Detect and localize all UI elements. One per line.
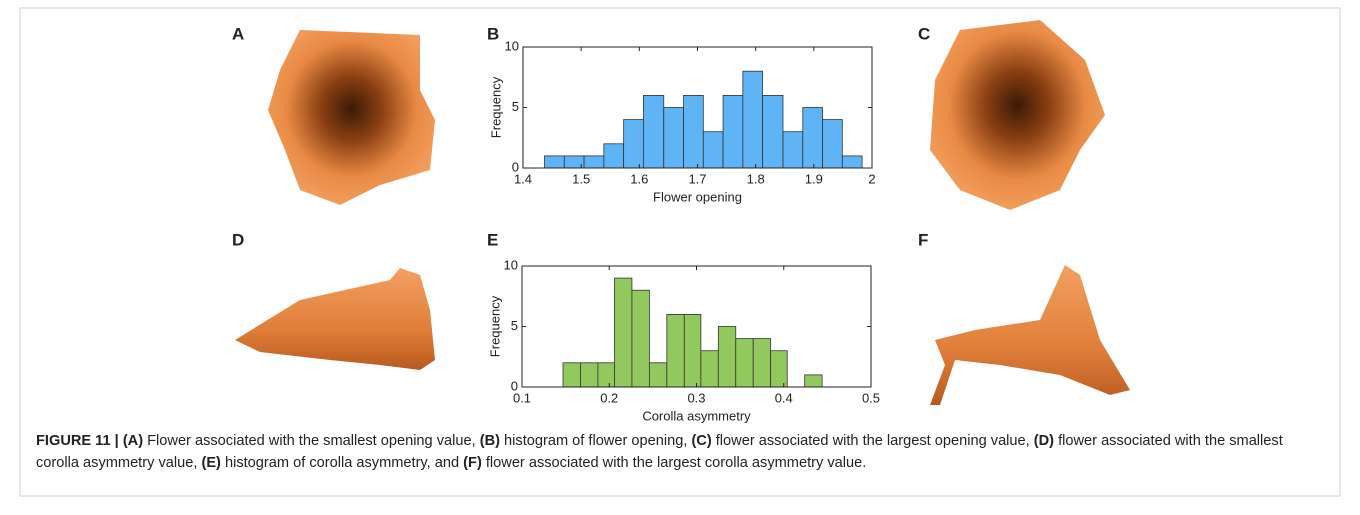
bar: [683, 313, 702, 388]
bar: [841, 155, 863, 169]
caption-segment: histogram of flower opening,: [499, 433, 692, 449]
panel-label: A: [232, 24, 244, 43]
bar: [666, 313, 685, 388]
bar: [735, 338, 754, 388]
caption-segment: (C): [691, 433, 712, 449]
bar: [804, 374, 823, 388]
caption-segment: flower associated with the smallest coro…: [36, 433, 1287, 471]
bar: [802, 107, 823, 169]
flower-f: [930, 265, 1130, 405]
bar: [663, 107, 684, 169]
y-tick-label: 5: [511, 318, 518, 333]
caption-segment: (D): [1033, 433, 1055, 449]
y-axis-label: Frequency: [487, 295, 502, 357]
caption: FIGURE 11 | (A) Flower associated with t…: [36, 430, 1326, 474]
x-tick-label: 0.1: [513, 390, 531, 405]
caption-segment: (E): [201, 455, 221, 471]
caption-segment: (F): [463, 455, 482, 471]
figure-border: [19, 7, 1341, 497]
bar: [631, 289, 650, 388]
x-tick-label: 1.8: [747, 171, 765, 186]
bar: [752, 338, 772, 388]
bar: [822, 119, 843, 169]
x-tick-label: 0.4: [775, 390, 793, 405]
bar: [580, 362, 599, 388]
flower-c: [930, 20, 1105, 210]
flower-a: [268, 30, 435, 205]
panel-label: B: [487, 24, 499, 43]
x-tick-label: 1.4: [514, 171, 532, 186]
bar: [770, 350, 788, 388]
caption-segment: flower associated with the largest corol…: [481, 455, 867, 471]
y-tick-label: 10: [505, 38, 519, 53]
caption-segment: histogram of corolla asymmetry, and: [220, 455, 464, 471]
x-tick-label: 1.7: [688, 171, 706, 186]
bar: [544, 155, 565, 169]
y-tick-label: 0: [512, 159, 519, 174]
bar: [742, 70, 764, 169]
caption-segment: flower associated with the largest openi…: [711, 433, 1034, 449]
x-tick-label: 0.5: [862, 390, 880, 405]
bar: [717, 326, 737, 388]
panel-label: F: [918, 230, 928, 249]
bar: [702, 131, 724, 169]
y-tick-label: 10: [504, 257, 518, 272]
bar: [643, 95, 665, 169]
panel-label: E: [487, 230, 498, 249]
bar: [597, 362, 615, 388]
x-axis-label: Flower opening: [653, 189, 742, 204]
bar: [562, 362, 581, 388]
panel-label: C: [918, 24, 930, 43]
x-tick-label: 1.9: [805, 171, 823, 186]
y-tick-label: 5: [512, 99, 519, 114]
x-tick-label: 2: [868, 171, 875, 186]
bar: [762, 95, 784, 169]
bar: [700, 350, 719, 388]
caption-segment: Flower associated with the smallest open…: [143, 433, 480, 449]
bar: [683, 95, 704, 169]
bar: [782, 131, 804, 169]
x-tick-label: 1.5: [572, 171, 590, 186]
flower-d: [235, 268, 435, 370]
caption-segment: FIGURE 11 |: [36, 433, 123, 449]
bar: [648, 362, 668, 388]
caption-segment: (B): [479, 433, 500, 449]
bar: [603, 143, 625, 169]
caption-segment: (A): [122, 433, 144, 449]
y-tick-label: 0: [511, 378, 518, 393]
x-tick-label: 0.2: [600, 390, 618, 405]
x-tick-label: 0.3: [687, 390, 705, 405]
bar: [722, 95, 744, 169]
y-axis-label: Frequency: [488, 76, 503, 138]
x-tick-label: 1.6: [630, 171, 648, 186]
bar: [614, 277, 633, 388]
panel-label: D: [232, 230, 244, 249]
x-axis-label: Corolla asymmetry: [642, 408, 751, 423]
bar: [583, 155, 605, 169]
bar: [623, 119, 644, 169]
